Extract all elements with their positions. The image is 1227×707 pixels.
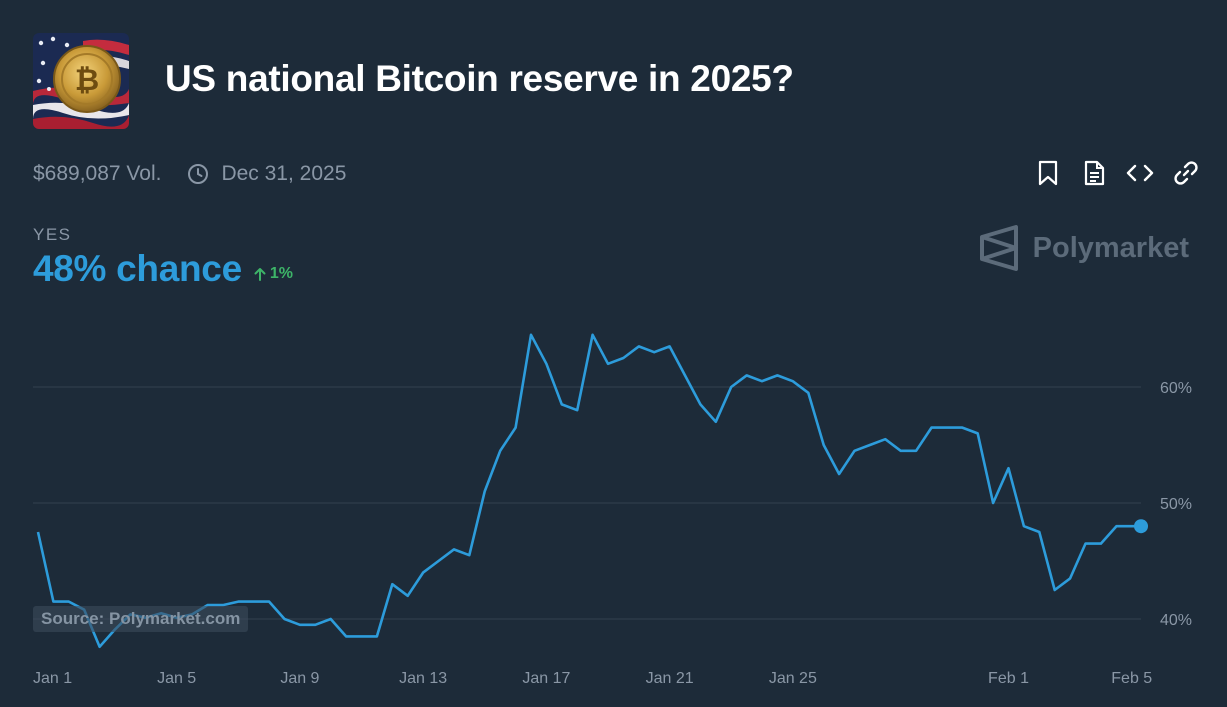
link-icon bbox=[1174, 161, 1198, 185]
y-tick-label: 60% bbox=[1160, 380, 1192, 397]
brand-name: Polymarket bbox=[1032, 231, 1189, 264]
clock-icon bbox=[187, 163, 209, 185]
series-line-yes bbox=[36, 333, 1141, 649]
x-tick-label: Jan 5 bbox=[157, 670, 196, 687]
x-tick-label: Jan 17 bbox=[522, 670, 570, 687]
outcome-label: YES bbox=[33, 225, 72, 244]
chance-value: 48% chance bbox=[33, 248, 242, 289]
document-icon bbox=[1084, 160, 1105, 186]
market-meta: $689,087 Vol. Dec 31, 2025 bbox=[33, 161, 346, 187]
x-tick-label: Feb 5 bbox=[1111, 670, 1152, 687]
embed-button[interactable] bbox=[1123, 158, 1157, 188]
svg-text:₿: ₿ bbox=[75, 63, 99, 98]
copy-link-button[interactable] bbox=[1169, 158, 1203, 188]
end-date-text: Dec 31, 2025 bbox=[221, 162, 347, 185]
chance-change: 1% bbox=[254, 265, 293, 283]
market-title: US national Bitcoin reserve in 2025? bbox=[165, 58, 794, 99]
x-tick-label: Jan 21 bbox=[646, 670, 694, 687]
x-tick-label: Jan 9 bbox=[280, 670, 319, 687]
bitcoin-flag-image: ₿ bbox=[33, 33, 129, 129]
document-button[interactable] bbox=[1077, 158, 1111, 188]
polymarket-logo-icon bbox=[979, 225, 1018, 271]
source-watermark: Source: Polymarket.com bbox=[33, 606, 249, 632]
series-end-point[interactable] bbox=[1134, 519, 1148, 534]
polymarket-logo: Polymarket bbox=[979, 224, 1189, 272]
embed-code-icon bbox=[1126, 164, 1154, 182]
x-tick-label: Feb 1 bbox=[988, 670, 1029, 687]
action-toolbar bbox=[1031, 158, 1203, 188]
arrow-up-icon bbox=[254, 268, 266, 281]
chance-change-value: 1% bbox=[269, 265, 293, 282]
volume-text: $689,087 Vol. bbox=[33, 162, 162, 185]
bookmark-icon bbox=[1038, 160, 1058, 186]
bookmark-button[interactable] bbox=[1031, 158, 1065, 188]
chance-row: 48% chance 1% bbox=[33, 248, 293, 290]
x-tick-label: Jan 13 bbox=[399, 670, 447, 687]
x-tick-label: Jan 25 bbox=[769, 670, 817, 687]
market-thumbnail: ₿ bbox=[33, 33, 129, 129]
x-tick-label: Jan 1 bbox=[33, 670, 72, 687]
y-tick-label: 50% bbox=[1160, 496, 1192, 513]
y-tick-label: 40% bbox=[1160, 612, 1192, 629]
